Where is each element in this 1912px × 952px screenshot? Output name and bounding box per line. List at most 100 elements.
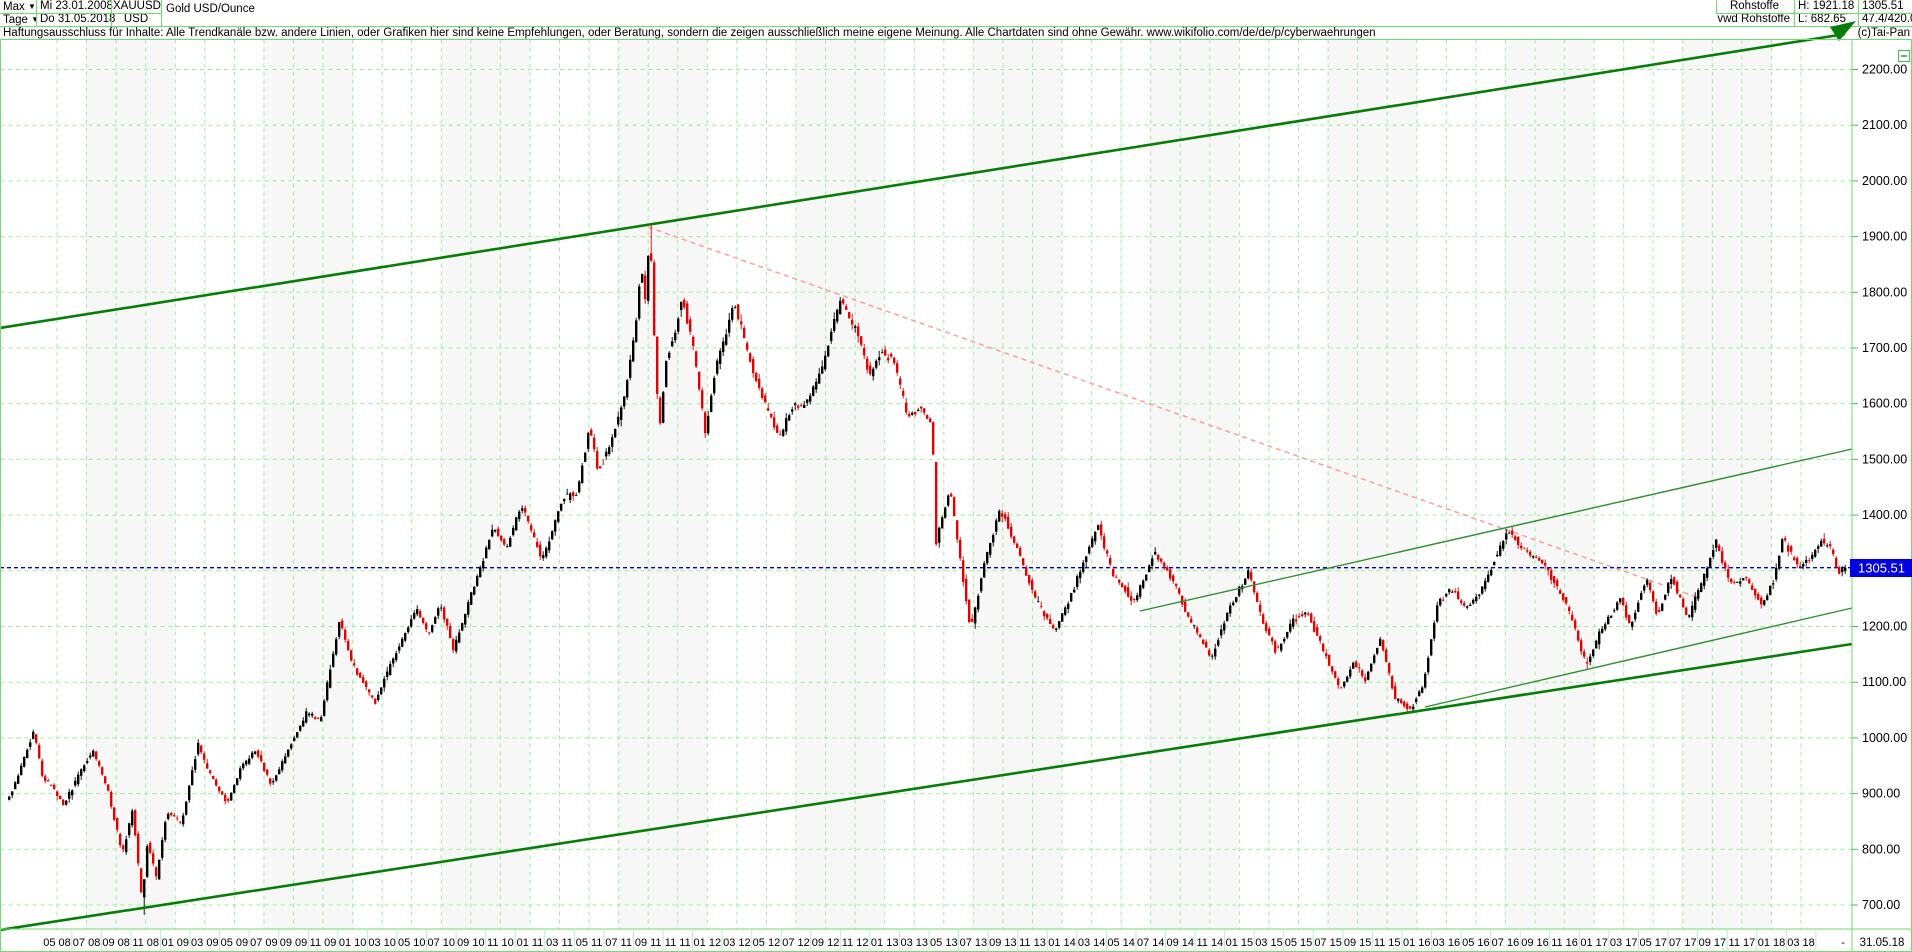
date-label: 05 12: [753, 937, 781, 949]
half-year-band: [795, 39, 885, 929]
date-label: 03 09: [191, 937, 219, 949]
date-label: 07 10: [428, 937, 456, 949]
price-tick-label: 1100.00: [1862, 675, 1906, 689]
date-label: 05 15: [1285, 937, 1313, 949]
price-tick-label: 2000.00: [1862, 174, 1907, 188]
chevron-down-icon: ▼: [31, 15, 39, 24]
header-divider: [1716, 13, 1912, 14]
header-divider: [0, 26, 1912, 27]
currency-label: USD: [123, 13, 149, 25]
period-low-label: L: 682.65: [1798, 13, 1846, 25]
price-tick-label: 1500.00: [1862, 452, 1907, 466]
date-label: 09 17: [1699, 937, 1727, 949]
copyright-label: (c)Tai-Pan: [1857, 26, 1910, 39]
price-tick-label: 1000.00: [1862, 731, 1907, 745]
date-label: 11 16: [1551, 937, 1578, 949]
date-label: 07 08: [73, 937, 101, 949]
price-tick-label: 2100.00: [1862, 118, 1907, 132]
price-tick-label: 1700.00: [1862, 341, 1907, 355]
channel-lower[interactable]: [0, 642, 1853, 932]
date-label: 07 09: [250, 937, 278, 949]
date-label: 05 16: [1462, 937, 1490, 949]
price-tick-label: 1800.00: [1862, 285, 1907, 299]
date-label: 09 12: [812, 937, 840, 949]
period-selector-label: Tage: [3, 14, 28, 26]
candle-bodies-down: [35, 253, 1841, 893]
date-label: 07 13: [960, 937, 988, 949]
date-label: 03 13: [900, 937, 928, 949]
range-selector[interactable]: Max ▼: [3, 0, 36, 14]
date-label: 09 15: [1344, 937, 1372, 949]
date-label: 07 11: [605, 937, 632, 949]
date-label: 11 11: [665, 937, 691, 949]
date-label: 01 12: [694, 937, 722, 949]
date-label: 05 11: [576, 937, 603, 949]
date-label: 03 10: [368, 937, 396, 949]
date-label: 11 08: [132, 937, 159, 949]
date-label: 03 14: [1078, 937, 1106, 949]
half-year-band: [618, 39, 707, 929]
date-label: 03 12: [723, 937, 751, 949]
price-tick-label: 800.00: [1862, 842, 1900, 856]
date-label: 11 10: [487, 937, 514, 949]
half-year-band: [1327, 39, 1417, 929]
end-date-field[interactable]: Do 31.05.2018: [40, 13, 116, 25]
date-label: 07 14: [1137, 937, 1165, 949]
channel-upper[interactable]: [0, 32, 1846, 330]
date-label: 07 12: [782, 937, 810, 949]
half-year-band: [440, 39, 530, 929]
period-selector[interactable]: Tage ▼: [3, 13, 39, 27]
date-label: 01 17: [1580, 937, 1608, 949]
date-label: 09 14: [1167, 937, 1195, 949]
date-label: 11 17: [1729, 937, 1756, 949]
half-year-band: [1150, 39, 1239, 929]
date-label: 01 10: [339, 937, 367, 949]
range-selector-label: Max: [3, 1, 25, 13]
date-label: 05 10: [398, 937, 426, 949]
provider-label: vwd Rohstoffe: [1717, 13, 1790, 25]
date-label: 05 13: [930, 937, 958, 949]
date-label: 11 13: [1019, 937, 1046, 949]
symbol-field[interactable]: XAUUSD: [113, 0, 161, 12]
instrument-title: Gold USD/Ounce: [166, 3, 255, 15]
price-tick-label: 1900.00: [1862, 230, 1907, 244]
date-label: 11 09: [310, 937, 337, 949]
half-year-band: [972, 39, 1062, 929]
date-label: 03 16: [1433, 937, 1461, 949]
date-label: 01 16: [1403, 937, 1431, 949]
date-label: 01 09: [161, 937, 189, 949]
date-label: 01 13: [871, 937, 899, 949]
date-label: 05 08: [43, 937, 71, 949]
date-label: 07 17: [1669, 937, 1697, 949]
start-date-field[interactable]: Mi 23.01.2008: [40, 0, 113, 12]
period-high-label: H: 1921.18: [1798, 0, 1855, 12]
date-axis-separator-label: -: [1841, 937, 1845, 949]
price-tick-label: 700.00: [1862, 898, 1900, 912]
last-price-marker-label: 1305.51: [1858, 561, 1905, 576]
resistance-2016[interactable]: [1139, 448, 1853, 612]
disclaimer-text: Haftungsausschluss für Inhalte: Alle Tre…: [3, 26, 1376, 39]
support-2016[interactable]: [1424, 607, 1853, 708]
price-tick-label: 1400.00: [1862, 508, 1907, 522]
date-label: 01 15: [1226, 937, 1254, 949]
header-divider: [1716, 0, 1717, 13]
last-price-marker: [1850, 559, 1912, 577]
date-label: 09 11: [635, 937, 662, 949]
price-tick-label: 1200.00: [1862, 620, 1907, 634]
category-label: Rohstoffe: [1729, 0, 1779, 12]
date-label: 09 08: [102, 937, 130, 949]
header-divider: [0, 13, 161, 14]
date-label: 05 17: [1639, 937, 1667, 949]
date-label: 07 16: [1492, 937, 1520, 949]
date-label: 01 14: [1048, 937, 1076, 949]
date-label: 11 15: [1374, 937, 1401, 949]
change-readout: 47.4/420.0: [1862, 13, 1912, 25]
date-label: 05 14: [1107, 937, 1135, 949]
date-label: 01 18: [1758, 937, 1786, 949]
date-label: 03 18: [1787, 937, 1815, 949]
half-year-band: [86, 39, 175, 929]
date-label: 03 11: [546, 937, 573, 949]
date-label: 09 09: [280, 937, 308, 949]
